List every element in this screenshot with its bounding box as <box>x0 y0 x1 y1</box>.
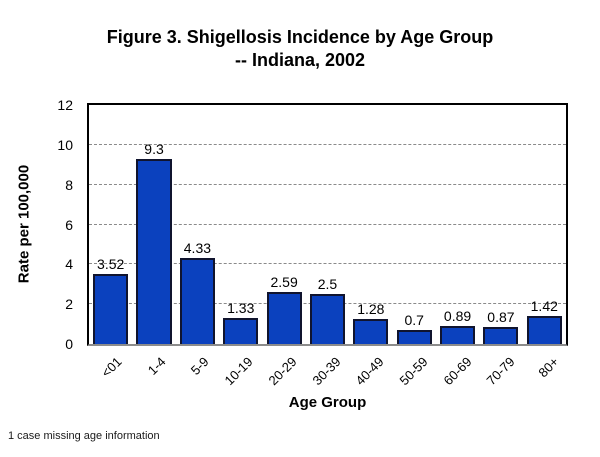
bar-slot-20-29: 2.59 <box>262 105 305 344</box>
bar-20-29 <box>266 292 302 344</box>
bar-slot-70-79: 0.87 <box>479 105 522 344</box>
x-tick-label-5-9: 5-9 <box>188 354 212 378</box>
chart-title-line1: Figure 3. Shigellosis Incidence by Age G… <box>106 27 494 47</box>
x-tick-label-50-59: 50-59 <box>396 354 431 389</box>
x-tick-label-1-4: 1-4 <box>144 354 169 378</box>
bar-slot-5-9: 4.33 <box>176 105 219 344</box>
plot-area: 3.52 9.3 4.33 1.33 2.59 2.5 1.28 0.7 0.89 0.87 1.4… <box>87 103 568 346</box>
bar-30-39 <box>309 294 346 344</box>
bar-slot-1-4: 9.3 <box>132 105 175 344</box>
x-tick-label-40-49: 40-49 <box>352 354 387 389</box>
chart-title: Figure 3. Shigellosis Incidence by Age G… <box>0 26 600 72</box>
bar-value-label-20-29: 2.59 <box>270 274 298 291</box>
bar-value-label-1-4: 9.3 <box>144 140 164 157</box>
bar-slot-50-59: 0.7 <box>393 105 436 344</box>
y-tick-label-4: 4 <box>65 256 73 273</box>
bar-slot-30-39: 2.5 <box>306 105 349 344</box>
bar-80+ <box>526 315 562 344</box>
x-axis-tick-labels: <01 1-4 5-9 10-19 20-29 30-39 40-49 50-59 60-69 7… <box>87 352 568 400</box>
bar-value-label-50-59: 0.7 <box>404 312 424 329</box>
bars-container: 3.52 9.3 4.33 1.33 2.59 2.5 1.28 0.7 0.89 0.87 1.4… <box>89 105 566 344</box>
bar-value-label-80+: 1.42 <box>530 297 558 314</box>
y-tick-label-6: 6 <box>65 216 73 233</box>
x-tick-label-10-19: 10-19 <box>221 354 256 389</box>
gridline-y10 <box>89 143 566 145</box>
bar-5-9 <box>179 257 215 344</box>
bar-40-49 <box>353 318 389 344</box>
bar-value-label-<01: 3.52 <box>97 255 125 272</box>
bar-value-label-10-19: 1.33 <box>227 299 255 316</box>
bar-slot-10-19: 1.33 <box>219 105 262 344</box>
bar-50-59 <box>396 330 432 344</box>
bar-60-69 <box>440 326 476 344</box>
bar-value-label-70-79: 0.87 <box>487 308 515 325</box>
y-tick-label-12: 12 <box>57 97 73 113</box>
bar-slot-<01: 3.52 <box>89 105 132 344</box>
x-tick-label-80+: 80+ <box>535 354 562 381</box>
y-tick-label-8: 8 <box>65 176 73 193</box>
bar-10-19 <box>223 317 259 344</box>
bar-value-label-40-49: 1.28 <box>357 300 385 317</box>
bar-value-label-60-69: 0.89 <box>443 308 472 325</box>
x-tick-label-20-29: 20-29 <box>265 354 300 389</box>
bar-value-label-5-9: 4.33 <box>183 239 212 256</box>
bar-value-label-30-39: 2.5 <box>317 276 338 293</box>
chart-title-line2: -- Indiana, 2002 <box>234 50 366 70</box>
y-tick-label-0: 0 <box>65 336 73 352</box>
y-axis-tick-labels: 0 2 4 6 8 10 12 <box>38 97 80 352</box>
x-tick-label-<01: <01 <box>98 354 125 381</box>
footnote: 1 case missing age information <box>8 430 160 442</box>
y-tick-label-10: 10 <box>57 136 73 153</box>
gridline-y6 <box>89 223 566 225</box>
bar-70-79 <box>483 326 519 344</box>
x-axis-title: Age Group <box>288 394 367 411</box>
bar-1-4 <box>136 158 172 344</box>
gridline-y8 <box>89 183 566 185</box>
x-tick-label-60-69: 60-69 <box>440 354 475 389</box>
x-tick-label-30-39: 30-39 <box>308 354 344 389</box>
bar-slot-40-49: 1.28 <box>349 105 392 344</box>
x-tick-label-70-79: 70-79 <box>483 354 519 389</box>
bar-<01 <box>93 273 129 344</box>
y-axis-title: Rate per 100,000 <box>15 164 33 284</box>
bar-slot-60-69: 0.89 <box>436 105 479 344</box>
bar-slot-80+: 1.42 <box>523 105 566 344</box>
y-tick-label-2: 2 <box>65 296 73 313</box>
gridline-y4 <box>89 263 566 265</box>
